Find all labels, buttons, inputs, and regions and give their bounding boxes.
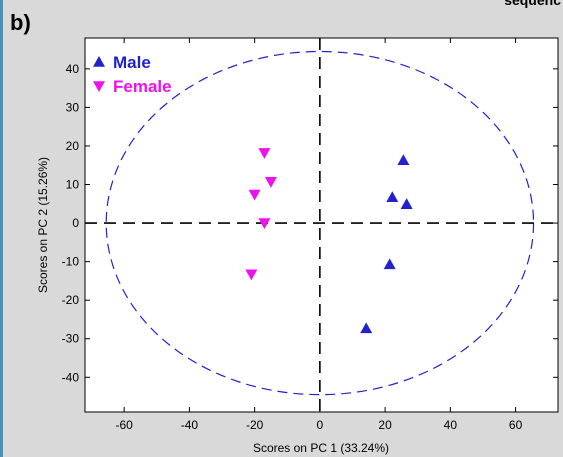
y-tick-label: -20 bbox=[62, 293, 80, 307]
y-tick-label: 40 bbox=[66, 62, 80, 76]
x-axis-label: Scores on PC 1 (33.24%) bbox=[253, 441, 389, 455]
male-point bbox=[360, 322, 373, 334]
y-tick-label: 20 bbox=[66, 139, 80, 153]
female-point bbox=[258, 148, 271, 159]
y-tick-label: -40 bbox=[62, 370, 80, 384]
y-tick-label: -30 bbox=[62, 332, 80, 346]
data-points bbox=[245, 148, 413, 334]
male-point bbox=[383, 258, 396, 270]
frame-left-border bbox=[0, 0, 3, 457]
legend-label-male: Male bbox=[113, 53, 151, 72]
x-tick-label: -60 bbox=[115, 418, 133, 432]
y-axis-label: Scores on PC 2 (15.26%) bbox=[36, 157, 50, 293]
male-point bbox=[397, 154, 410, 166]
female-point bbox=[258, 218, 271, 230]
male-point bbox=[400, 198, 413, 209]
legend-marker-female bbox=[93, 81, 105, 92]
x-tick-label: 0 bbox=[317, 418, 324, 432]
y-tick-label: -10 bbox=[62, 255, 80, 269]
x-tick-label: -20 bbox=[246, 418, 264, 432]
legend-marker-male bbox=[93, 56, 105, 67]
cropped-top-text: sequenc bbox=[504, 0, 561, 8]
legend: Male Female bbox=[93, 53, 172, 96]
female-point bbox=[245, 269, 258, 281]
female-point bbox=[248, 189, 261, 201]
panel-label: b) bbox=[10, 10, 31, 35]
reference-lines bbox=[85, 38, 558, 412]
plot-area bbox=[84, 37, 559, 413]
y-tick-label: 0 bbox=[72, 216, 79, 230]
x-tick-label: 60 bbox=[509, 418, 523, 432]
female-point bbox=[264, 177, 277, 188]
y-tick-label: 30 bbox=[66, 100, 80, 114]
axis-ticks: -60 -40 -20 0 20 40 60 -40 -30 -20 -10 0 10 20 30 40 bbox=[62, 38, 558, 432]
legend-label-female: Female bbox=[113, 77, 172, 96]
x-tick-label: 20 bbox=[378, 418, 392, 432]
x-tick-label: 40 bbox=[444, 418, 458, 432]
male-point bbox=[386, 191, 399, 203]
y-tick-label: 10 bbox=[66, 178, 80, 192]
x-tick-label: -40 bbox=[181, 418, 199, 432]
